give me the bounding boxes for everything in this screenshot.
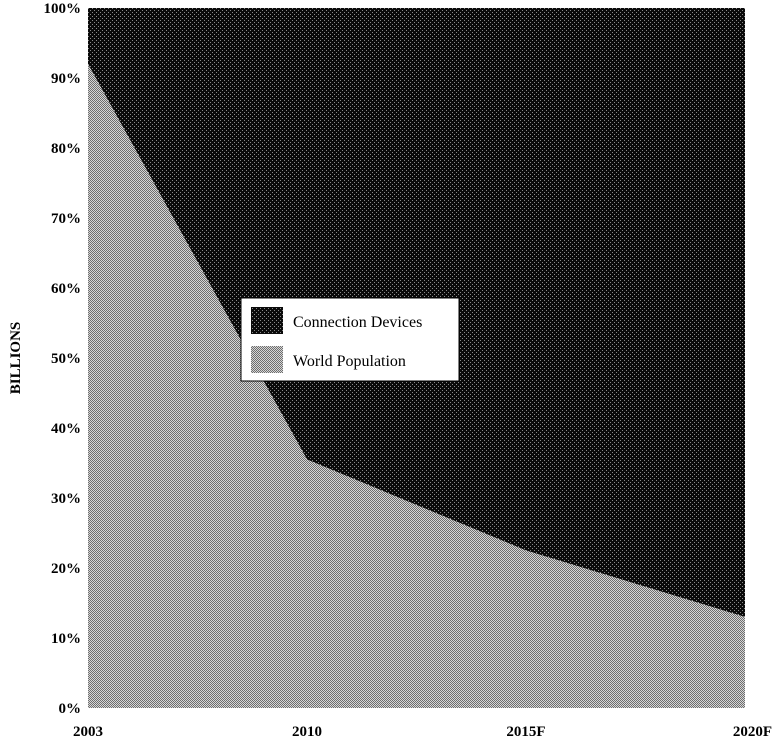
series-area-world-population: [88, 64, 745, 708]
legend: Connection Devices World Population: [240, 297, 460, 382]
x-tick-label: 2010: [292, 724, 322, 740]
y-axis-title: BILLIONS: [8, 322, 24, 395]
y-tick-label: 80%: [51, 141, 81, 157]
y-tick-label: 50%: [51, 351, 81, 367]
y-tick-label: 70%: [51, 211, 81, 227]
y-tick-label: 30%: [51, 491, 81, 507]
x-axis-ticks: 2003 2010 2015F 2020F: [73, 724, 772, 740]
y-tick-label: 10%: [51, 631, 81, 647]
legend-swatch-connection-devices: [251, 307, 283, 334]
y-tick-label: 40%: [51, 421, 81, 437]
x-tick-label: 2020F: [733, 724, 772, 740]
x-tick-label: 2003: [73, 724, 103, 740]
legend-label-connection-devices: Connection Devices: [293, 314, 422, 331]
y-axis-ticks: 0% 10% 20% 30% 40% 50% 60% 70% 80% 90% 100%: [44, 1, 82, 717]
y-tick-label: 90%: [51, 71, 81, 87]
y-tick-label: 60%: [51, 281, 81, 297]
y-tick-label: 20%: [51, 561, 81, 577]
legend-swatch-world-population: [251, 346, 283, 373]
x-tick-label: 2015F: [506, 724, 545, 740]
y-tick-label: 0%: [59, 701, 82, 717]
legend-label-world-population: World Population: [293, 353, 406, 370]
y-tick-label: 100%: [44, 1, 82, 17]
